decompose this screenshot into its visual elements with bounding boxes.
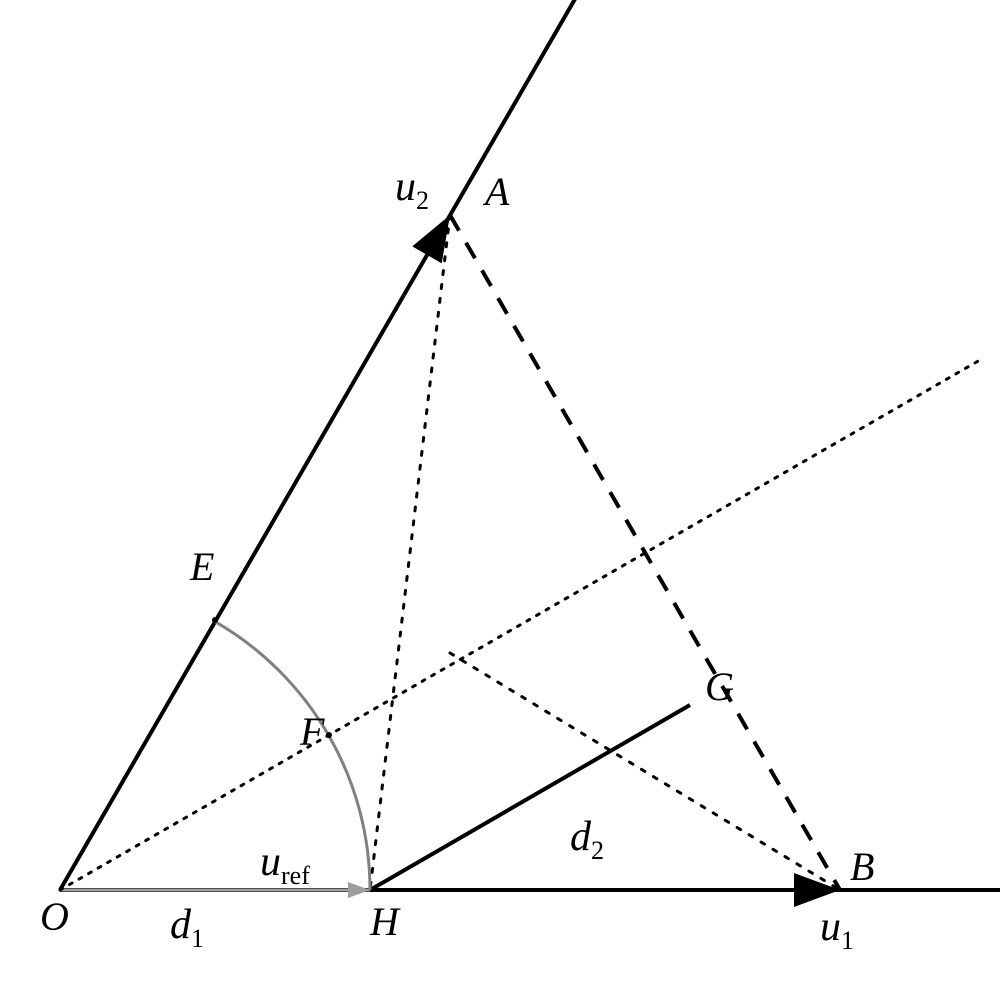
label-E: E (189, 544, 214, 589)
label-u2: u2 (395, 164, 429, 215)
label-B: B (850, 844, 874, 889)
label-d2: d2 (570, 814, 604, 865)
label-O: O (40, 894, 69, 939)
vector-diagram: O A B E F G Hu1 u2 uref d1 d2 (0, 0, 1000, 981)
label-d1: d1 (170, 902, 204, 953)
label-G: G (705, 664, 734, 709)
label-A: A (482, 169, 510, 214)
label-uref: uref (260, 839, 310, 890)
label-H: H (369, 899, 401, 944)
label-u1: u1 (820, 904, 854, 955)
label-F: F (299, 709, 325, 754)
